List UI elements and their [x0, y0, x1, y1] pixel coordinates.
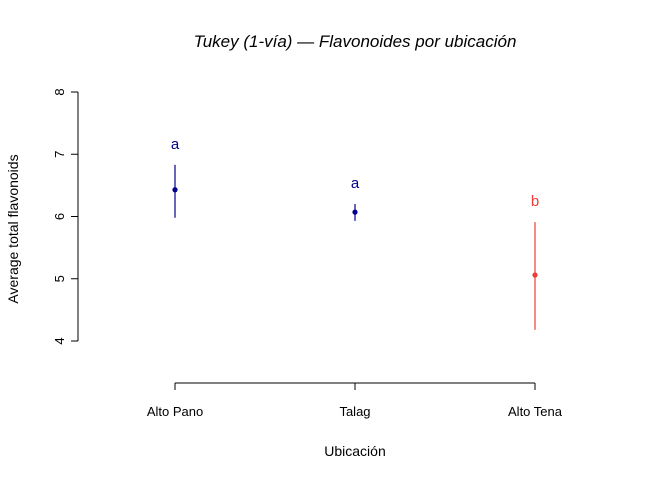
mean-point: [172, 187, 178, 193]
y-tick-label: 8: [52, 88, 67, 95]
y-tick-label: 5: [52, 275, 67, 282]
y-axis: 4 5 6 7 8: [52, 88, 79, 345]
y-axis-label: Average total flavonoids: [5, 154, 21, 303]
x-tick-label: Talag: [339, 404, 370, 419]
mean-point: [352, 209, 358, 215]
x-axis-label: Ubicación: [324, 443, 385, 459]
x-tick-label: Alto Pano: [147, 404, 203, 419]
group-letter: a: [171, 136, 180, 153]
group-letter: a: [351, 175, 360, 192]
chart-title: Tukey (1-vía) — Flavonoides por ubicació…: [194, 32, 517, 51]
mean-point: [532, 272, 538, 278]
y-tick-label: 7: [52, 151, 67, 158]
x-axis: Alto Pano Talag Alto Tena: [147, 382, 563, 419]
y-tick-label: 6: [52, 213, 67, 220]
x-tick-label: Alto Tena: [508, 404, 563, 419]
error-bars: a a b: [171, 136, 539, 330]
y-tick-label: 4: [52, 337, 67, 344]
group-letter: b: [531, 193, 539, 210]
